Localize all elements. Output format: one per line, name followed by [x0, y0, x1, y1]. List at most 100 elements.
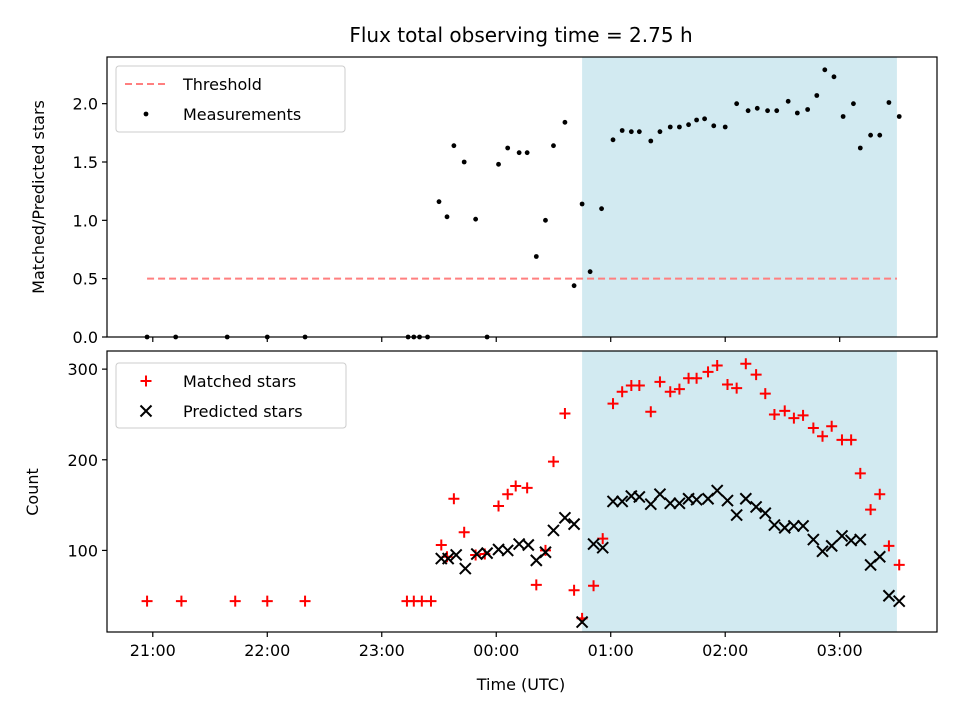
measurements-point [722, 124, 728, 130]
top-panel: 0.0 0.5 1.0 1.5 2.0 Threshold Measurements [73, 56, 938, 347]
x-tick-label: 01:00 [588, 641, 634, 660]
measurements-point [822, 67, 828, 73]
x-tick-label: 03:00 [817, 641, 863, 660]
top-series-measurements [144, 67, 902, 340]
matched-stars-point [788, 412, 800, 424]
predicted-stars-point [615, 495, 629, 508]
predicted-stars-point [807, 533, 820, 546]
legend-swatch-measurements [143, 111, 149, 117]
measurements-point [774, 108, 780, 114]
top-y-axis-label: Matched/Predicted stars [29, 100, 48, 294]
predicted-stars-point [596, 541, 609, 554]
matched-stars-point [845, 434, 857, 446]
matched-stars-point [874, 488, 886, 500]
predicted-stars-point [690, 493, 703, 506]
top-y-tick-label: 1.5 [73, 153, 98, 172]
measurements-point [657, 129, 663, 135]
matched-stars-point [702, 366, 714, 378]
predicted-stars-point [567, 517, 581, 531]
measurements-point [516, 150, 522, 156]
predicted-stars-point [664, 497, 677, 510]
matched-stars-point [807, 422, 819, 434]
predicted-stars-point [575, 615, 589, 629]
bottom-legend-box [115, 362, 347, 429]
measurements-point [628, 129, 634, 135]
measurements-point [524, 150, 530, 156]
predicted-stars-point [730, 508, 743, 522]
matched-stars-point [740, 358, 752, 370]
x-tick-label: 02:00 [702, 641, 748, 660]
bottom-series-matched-stars [141, 358, 905, 624]
bottom-y-tick-label: 300 [67, 360, 98, 379]
x-tick-label: 00:00 [473, 641, 519, 660]
bottom-panel: 21:00 22:00 23:00 00:00 01:00 02:00 03:00 100 20… [67, 350, 938, 660]
measurements-point [840, 114, 846, 119]
matched-stars-point [530, 579, 542, 591]
measurements-point [648, 138, 654, 144]
measurements-point [814, 93, 820, 98]
measurements-point [461, 159, 467, 165]
predicted-stars-point [787, 519, 801, 533]
measurements-point [794, 110, 800, 116]
measurements-point [579, 201, 585, 207]
matched-stars-point [425, 595, 437, 607]
measurements-point [551, 143, 556, 149]
predicted-stars-point [873, 550, 886, 563]
measurements-point [436, 199, 442, 205]
measurements-point [599, 206, 604, 212]
predicted-stars-point [749, 500, 763, 514]
top-axes-frame [106, 56, 938, 338]
measurements-point [571, 283, 577, 289]
matched-stars-point [645, 406, 657, 418]
measurements-point [444, 214, 450, 220]
predicted-stars-point [606, 495, 620, 508]
matched-stars-point [261, 595, 273, 607]
chart-title: Flux total observing time = 2.75 h [349, 23, 692, 47]
matched-stars-point [750, 369, 762, 381]
measurements-point [587, 269, 593, 275]
top-legend-box [115, 65, 346, 133]
bottom-axes-frame [106, 350, 938, 633]
measurements-point [619, 128, 625, 133]
predicted-stars-point [825, 539, 838, 553]
top-y-tick-label: 1.0 [73, 211, 98, 230]
top-y-tick-label: 0.5 [73, 270, 98, 289]
predicted-stars-point [854, 533, 867, 546]
measurements-point [636, 129, 642, 135]
predicted-stars-point [739, 492, 753, 505]
x-axis-label: Time (UTC) [476, 675, 565, 694]
matched-stars-point [559, 408, 571, 420]
matched-stars-point [854, 467, 866, 479]
matched-stars-point [731, 382, 743, 394]
matched-stars-point [458, 526, 470, 538]
predicted-stars-point [501, 544, 514, 557]
matched-stars-point [435, 539, 447, 551]
matched-stars-point [883, 540, 895, 552]
predicted-stars-point [633, 490, 646, 504]
measurements-point [868, 132, 873, 138]
predicted-stars-point [882, 589, 896, 602]
matched-stars-point [175, 595, 187, 607]
matched-stars-point [547, 456, 559, 468]
top-y-tick-label: 2.0 [73, 95, 98, 114]
measurements-point [785, 98, 791, 104]
legend-label-threshold: Threshold [182, 75, 262, 94]
matched-stars-point [893, 559, 905, 571]
matched-stars-point [448, 493, 460, 505]
measurements-point [505, 145, 511, 151]
legend-swatch-predicted-stars [139, 404, 153, 418]
measurements-point [765, 108, 770, 114]
measurements-point [877, 132, 883, 138]
predicted-stars-point [673, 497, 686, 510]
matched-stars-point [826, 420, 838, 432]
predicted-stars-point [459, 562, 472, 575]
measurements-point [857, 145, 863, 151]
matched-stars-point [779, 405, 791, 417]
predicted-stars-point [587, 537, 600, 551]
predicted-stars-point [710, 484, 724, 497]
matched-stars-point [607, 398, 619, 410]
measurements-point [610, 137, 616, 143]
measurements-point [702, 116, 707, 122]
bottom-legend: Matched stars Predicted stars [115, 362, 347, 429]
